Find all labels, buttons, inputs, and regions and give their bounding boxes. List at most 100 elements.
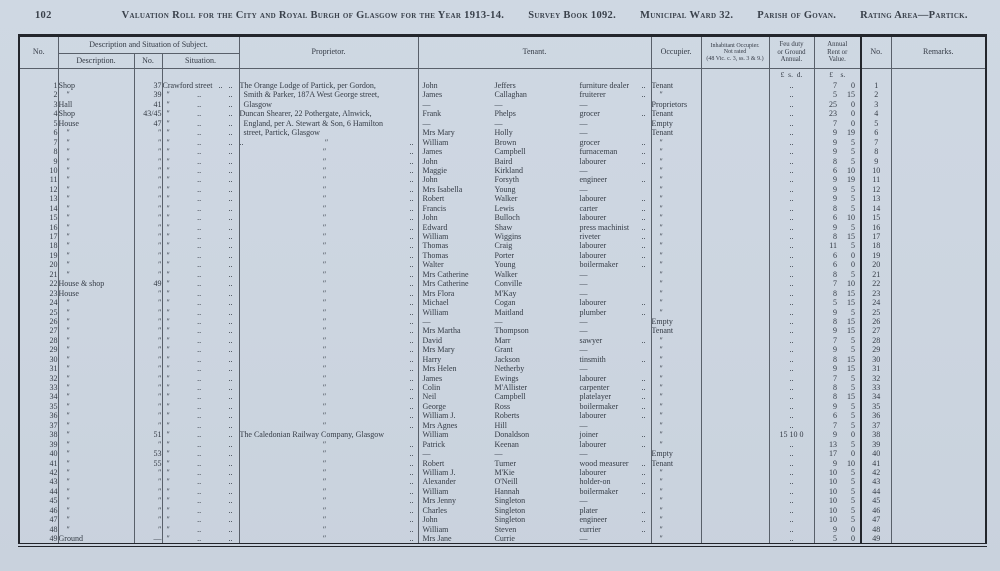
description: ″ <box>57 402 134 412</box>
tenant-occupation: carpenter.. <box>580 384 651 392</box>
situation: ″.... <box>161 411 239 422</box>
rent-shillings: 5 <box>851 270 855 279</box>
tenant: — — — <box>417 317 651 327</box>
tenant-columns: Michael Cogan labourer.. <box>419 299 651 307</box>
proprietor: ″.. <box>238 534 418 545</box>
proprietor-leaders: .. ″.. <box>240 138 418 147</box>
tenant-surname: Young <box>494 185 516 194</box>
proprietor-part: .. <box>409 459 414 468</box>
situation: ″.... <box>161 147 239 157</box>
tenant: John Forsyth engineer.. <box>417 175 651 186</box>
situation-leaders: ″.... <box>163 468 239 477</box>
occupier: ″ <box>650 147 701 157</box>
situation-leaders: ″.... <box>162 289 239 298</box>
tenant: Thomas Porter labourer.. <box>417 251 651 261</box>
street-no: ″ <box>133 317 162 327</box>
situation-leaders: ″.... <box>163 214 239 222</box>
annual-rent: 5 15 <box>813 298 861 308</box>
situation-leaders: ″.... <box>163 525 239 534</box>
situation-part: .. <box>197 515 202 525</box>
tenant-occupation: labourer.. <box>580 468 651 477</box>
roll-row: 24 ″ ″ ″.... ″.. Michael Cogan labourer.. ″..… <box>19 298 986 308</box>
situation-part: .. <box>228 204 233 213</box>
tenant: Mrs Helen Netherby — <box>417 364 651 375</box>
tenant: Robert Walker labourer.. <box>417 194 651 205</box>
col-header-feu-line1: Feu duty <box>779 41 804 49</box>
inhabitant-occupier <box>700 166 769 176</box>
tenant-surname: Baird <box>494 157 513 166</box>
remarks <box>890 534 986 545</box>
situation-part: ″ <box>162 166 170 175</box>
row-no-right: 39 <box>860 440 891 450</box>
tenant-occupation-part: riveter <box>579 232 601 242</box>
situation-part: ″ <box>162 289 170 298</box>
proprietor-part: ″ <box>322 241 327 251</box>
row-no: 13 <box>49 194 58 204</box>
proprietor-part: .. <box>409 411 414 421</box>
proprietor-part: ″ <box>322 421 327 430</box>
situation-part: .. <box>197 298 202 308</box>
situation: ″.... <box>161 157 239 167</box>
row-no: 43 <box>49 477 58 487</box>
proprietor: ″.. <box>238 336 418 346</box>
row-no-right: 44 <box>860 487 891 497</box>
proprietor: ″.. <box>238 506 418 516</box>
occupier: Empty <box>650 317 701 327</box>
row-no: 38 <box>49 430 58 440</box>
proprietor-leaders: ″.. <box>240 355 418 364</box>
inhabitant-occupier <box>700 440 769 450</box>
proprietor-part: ″ <box>322 336 327 345</box>
tenant-surname: Keenan <box>494 440 519 449</box>
situation-leaders: ″.... <box>163 535 239 543</box>
row-no: 27 <box>49 326 58 336</box>
situation-part: ″ <box>162 430 170 440</box>
feu-duty: .. <box>768 345 814 356</box>
street-no: ″ <box>133 506 162 516</box>
occupier: ″ <box>650 289 701 299</box>
situation-part: ″ <box>162 449 170 459</box>
tenant-columns: William Brown grocer.. <box>419 138 651 147</box>
occupier: Tenant <box>650 128 701 139</box>
tenant-occupation: — <box>579 364 588 374</box>
roll-row: 10 ″ ″ ″.... ″.. Maggie Kirkland — ″.. 6 10 10 <box>19 166 986 176</box>
tenant-occupation-part: labourer <box>579 251 607 260</box>
proprietor: ″.. <box>238 251 418 261</box>
inhabitant-occupier <box>700 449 769 459</box>
feu-duty: .. <box>768 100 814 110</box>
remarks <box>890 402 986 412</box>
rent-shillings: 15 <box>847 355 855 364</box>
rent-pounds: 6 <box>833 166 837 175</box>
proprietor-leaders: ″.. <box>240 440 418 449</box>
street-no: ″ <box>133 515 162 526</box>
rent-value: 10 5 <box>815 468 860 477</box>
situation: ″.... <box>161 525 239 535</box>
rent-pounds: 8 <box>833 355 837 364</box>
occupier: ″ <box>650 175 701 186</box>
situation-leaders: ″.... <box>162 166 239 175</box>
annual-rent: 9 19 <box>813 128 861 139</box>
roll-row: 33 ″ ″ ″.... ″.. Colin M'Allister carpenter..… <box>19 383 986 393</box>
street-no: ″ <box>133 289 162 299</box>
proprietor-leaders: ″.. <box>240 242 418 250</box>
rent-value: 5 15 <box>815 299 860 307</box>
description: ″ <box>57 260 134 271</box>
tenant-columns: William Maitland plumber.. <box>419 308 651 317</box>
tenant-occupation-part: .. <box>641 175 646 185</box>
roll-row: 15 ″ ″ ″.... ″.. John Bulloch labourer.. ″.. 6… <box>19 213 986 224</box>
tenant: Maggie Kirkland — <box>417 166 651 176</box>
row-no-right: 2 <box>860 90 891 101</box>
proprietor: ″.. <box>238 204 418 214</box>
currency-spacer <box>238 68 418 82</box>
remarks <box>890 421 986 431</box>
situation-part: .. <box>197 138 202 147</box>
feu-currency-label: £ s. d. <box>768 68 814 82</box>
occupier: ″ <box>650 194 701 205</box>
situation: ″.... <box>161 392 239 403</box>
situation: ″.... <box>161 119 239 129</box>
situation-part: .. <box>197 223 202 232</box>
row-no: 4 <box>53 109 58 119</box>
